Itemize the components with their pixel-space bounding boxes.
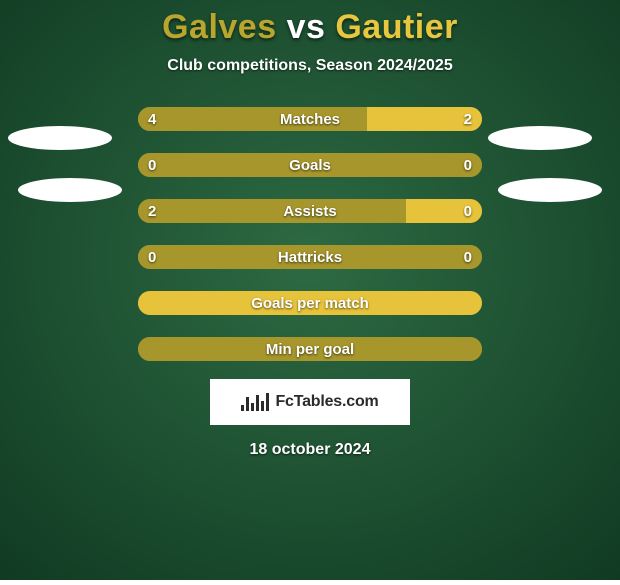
stat-bar-track: 20Assists [138,199,482,223]
stat-value-right: 0 [464,245,472,269]
stat-bar-track: Goals per match [138,291,482,315]
date-label: 18 october 2024 [250,441,371,459]
stat-value-left: 4 [148,107,156,131]
stat-row: Goals per match [0,291,620,315]
stat-bar-left [138,337,482,361]
stat-bar-track: Min per goal [138,337,482,361]
title-player1: Galves [162,8,277,46]
stat-value-left: 0 [148,245,156,269]
brand-text: FcTables.com [275,393,378,411]
stat-bar-left [138,245,482,269]
stat-value-right: 0 [464,153,472,177]
stat-bar-left [138,153,482,177]
content-root: Galves vs Gautier Club competitions, Sea… [0,0,620,580]
title-player2: Gautier [335,8,458,46]
stat-value-right: 2 [464,107,472,131]
comparison-chart: 42Matches00Goals20Assists00HattricksGoal… [0,107,620,361]
stat-value-right: 0 [464,199,472,223]
stat-bar-left [138,107,367,131]
stat-row: 00Hattricks [0,245,620,269]
stat-row: 00Goals [0,153,620,177]
stat-row: Min per goal [0,337,620,361]
brand-badge: FcTables.com [210,379,410,425]
stat-value-left: 2 [148,199,156,223]
stat-bar-track: 00Hattricks [138,245,482,269]
stat-row: 20Assists [0,199,620,223]
page-title: Galves vs Gautier [162,8,458,47]
stat-value-left: 0 [148,153,156,177]
title-vs: vs [287,8,326,46]
subtitle: Club competitions, Season 2024/2025 [167,57,452,75]
stat-bar-right [138,291,482,315]
stat-row: 42Matches [0,107,620,131]
bar-chart-icon [241,393,269,411]
stat-bar-track: 00Goals [138,153,482,177]
stat-bar-left [138,199,406,223]
stat-bar-track: 42Matches [138,107,482,131]
